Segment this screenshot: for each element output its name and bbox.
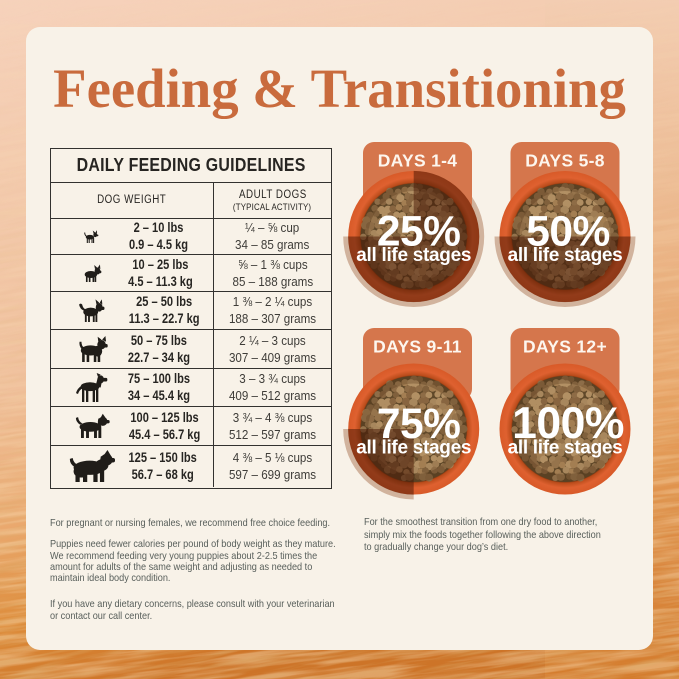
svg-text:DAYS 9-11: DAYS 9-11 bbox=[373, 336, 462, 356]
svg-text:DAYS 12+: DAYS 12+ bbox=[523, 336, 607, 356]
svg-text:all life stages: all life stages bbox=[356, 438, 471, 459]
svg-text:100%: 100% bbox=[512, 399, 624, 448]
svg-text:all life stages: all life stages bbox=[508, 245, 623, 266]
svg-text:all life stages: all life stages bbox=[508, 438, 623, 459]
svg-text:25%: 25% bbox=[377, 209, 461, 256]
svg-text:DAYS 5-8: DAYS 5-8 bbox=[525, 150, 605, 170]
svg-text:all life stages: all life stages bbox=[356, 245, 471, 266]
svg-text:50%: 50% bbox=[526, 209, 610, 256]
svg-text:75%: 75% bbox=[377, 401, 461, 448]
svg-text:DAYS 1-4: DAYS 1-4 bbox=[378, 150, 458, 170]
